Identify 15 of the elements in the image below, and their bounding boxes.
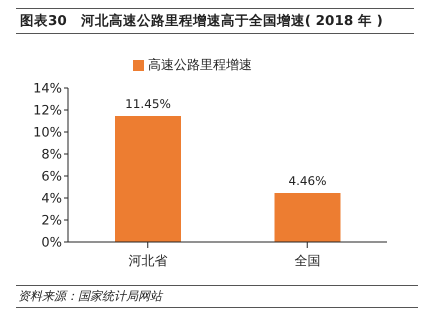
y-tick-label: 12%: [33, 104, 62, 119]
data-label: 4.46%: [288, 174, 327, 188]
chart-title: 图表30 河北高速公路里程增速高于全国增速( 2018 年 ): [16, 8, 414, 34]
y-tick-label: 0%: [41, 236, 62, 251]
y-tick-label: 14%: [33, 82, 62, 97]
text: 资料来源：国家统计局网站: [18, 288, 416, 305]
x-tick-label: 河北省: [128, 254, 168, 270]
y-tick-label: 6%: [41, 170, 62, 185]
y-tick-label: 2%: [41, 214, 62, 229]
legend-label: 高速公路里程增速: [148, 58, 252, 73]
data-label: 11.45%: [125, 97, 171, 112]
y-tick-label: 8%: [41, 148, 62, 163]
y-tick-label: 4%: [41, 192, 62, 207]
x-tick-label: 全国: [294, 254, 320, 270]
y-tick-label: 10%: [33, 126, 62, 141]
